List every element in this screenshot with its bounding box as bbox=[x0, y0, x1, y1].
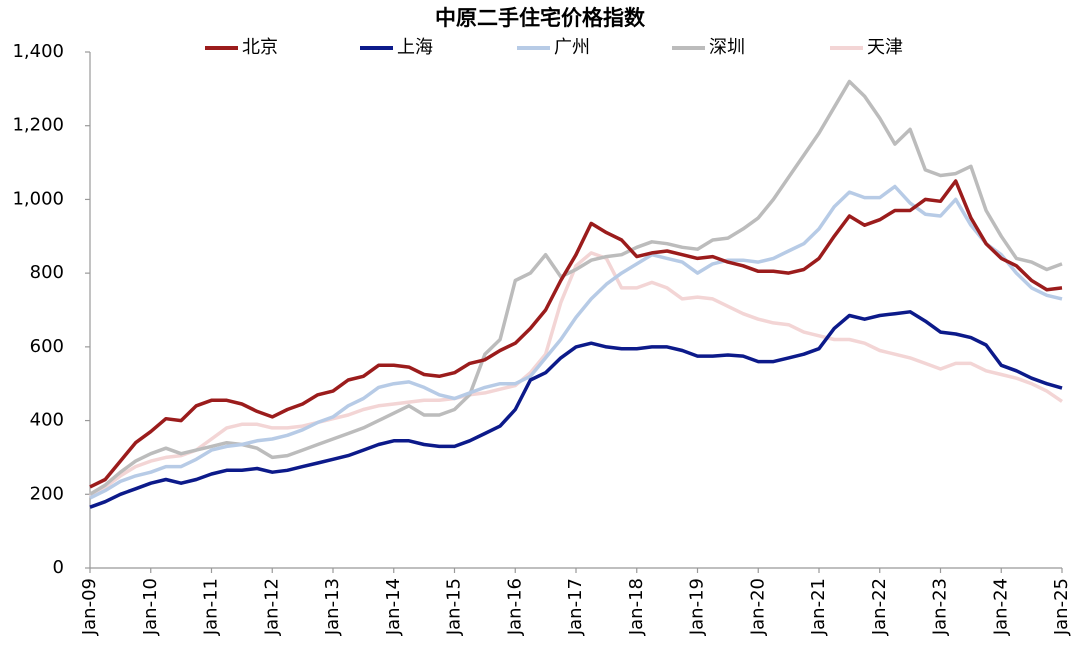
y-tick-label: 200 bbox=[30, 483, 64, 504]
series-line bbox=[89, 310, 1063, 509]
y-tick-label: 400 bbox=[30, 410, 64, 431]
x-tick-label: Jan-19 bbox=[687, 578, 708, 636]
x-tick-label: Jan-16 bbox=[504, 578, 525, 636]
y-tick-label: 0 bbox=[53, 557, 64, 578]
legend-label: 深圳 bbox=[709, 37, 745, 58]
x-tick-label: Jan-23 bbox=[930, 578, 951, 636]
x-tick-label: Jan-15 bbox=[444, 578, 465, 636]
chart-title: 中原二手住宅价格指数 bbox=[435, 6, 646, 30]
legend-label: 上海 bbox=[397, 37, 433, 58]
x-tick-label: Jan-22 bbox=[869, 578, 890, 636]
x-tick-label: Jan-14 bbox=[383, 578, 404, 636]
x-tick-label: Jan-21 bbox=[808, 578, 829, 636]
y-tick-label: 1,200 bbox=[12, 115, 64, 136]
series-line bbox=[89, 184, 1063, 500]
x-tick-label: Jan-10 bbox=[140, 578, 161, 636]
series-line bbox=[89, 79, 1063, 496]
y-tick-label: 800 bbox=[30, 262, 64, 283]
y-tick-label: 1,000 bbox=[12, 188, 64, 209]
series-line bbox=[89, 251, 1063, 498]
x-tick-label: Jan-17 bbox=[565, 578, 586, 636]
y-tick-label: 600 bbox=[30, 336, 64, 357]
x-tick-label: Jan-25 bbox=[1051, 578, 1072, 636]
series-line bbox=[89, 179, 1063, 489]
x-tick-label: Jan-20 bbox=[747, 578, 768, 636]
legend-label: 北京 bbox=[242, 37, 278, 58]
legend-label: 天津 bbox=[867, 37, 903, 58]
x-tick-label: Jan-24 bbox=[990, 578, 1011, 636]
x-tick-label: Jan-12 bbox=[261, 578, 282, 636]
x-tick-label: Jan-09 bbox=[79, 578, 100, 636]
x-tick-label: Jan-13 bbox=[322, 578, 343, 636]
y-tick-label: 1,400 bbox=[12, 41, 64, 62]
x-tick-label: Jan-11 bbox=[201, 578, 222, 636]
legend-label: 广州 bbox=[554, 37, 590, 58]
x-tick-label: Jan-18 bbox=[626, 578, 647, 636]
